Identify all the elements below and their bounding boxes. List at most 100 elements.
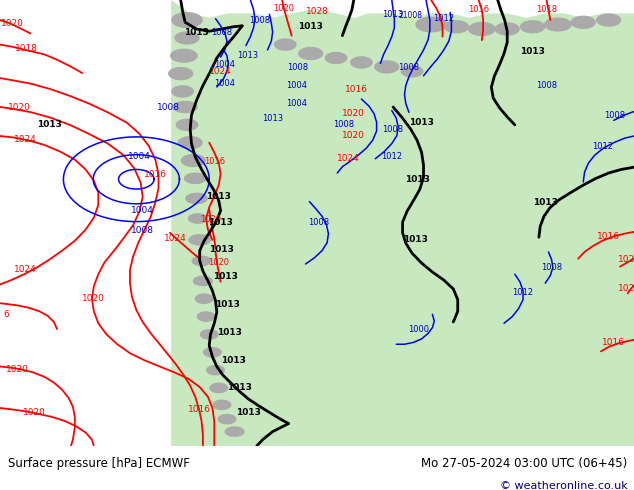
Text: 1013: 1013 bbox=[208, 219, 233, 227]
Text: 1008: 1008 bbox=[333, 121, 354, 129]
Text: 1028: 1028 bbox=[306, 7, 328, 16]
Text: 1013: 1013 bbox=[184, 27, 209, 37]
Polygon shape bbox=[188, 234, 211, 245]
Polygon shape bbox=[171, 0, 634, 446]
Text: 1013: 1013 bbox=[217, 328, 242, 337]
Polygon shape bbox=[176, 119, 198, 131]
Text: 1016: 1016 bbox=[468, 5, 489, 14]
Text: 1018: 1018 bbox=[15, 44, 38, 52]
Text: 1004: 1004 bbox=[286, 99, 307, 108]
Polygon shape bbox=[171, 12, 203, 28]
Polygon shape bbox=[168, 67, 193, 80]
Text: 1013: 1013 bbox=[382, 10, 404, 19]
Text: 1008: 1008 bbox=[307, 218, 329, 226]
Text: 1012: 1012 bbox=[433, 14, 455, 23]
Text: 1004: 1004 bbox=[214, 60, 236, 69]
Text: 1024: 1024 bbox=[164, 234, 186, 243]
Text: 1016: 1016 bbox=[345, 85, 368, 94]
Polygon shape bbox=[350, 56, 373, 69]
Polygon shape bbox=[325, 52, 347, 64]
Text: 1013: 1013 bbox=[37, 121, 62, 129]
Polygon shape bbox=[415, 17, 447, 32]
Text: 1024: 1024 bbox=[618, 284, 634, 294]
Text: 1013: 1013 bbox=[262, 114, 283, 122]
Polygon shape bbox=[178, 136, 203, 149]
Text: 1016: 1016 bbox=[188, 405, 211, 414]
Text: 1008: 1008 bbox=[249, 16, 271, 24]
Text: 1013: 1013 bbox=[209, 245, 235, 254]
Polygon shape bbox=[195, 294, 214, 304]
Polygon shape bbox=[544, 18, 572, 32]
Polygon shape bbox=[172, 101, 198, 113]
Text: 1013: 1013 bbox=[212, 272, 238, 281]
Polygon shape bbox=[571, 16, 596, 29]
Polygon shape bbox=[401, 65, 424, 77]
Polygon shape bbox=[209, 383, 228, 393]
Text: 1008: 1008 bbox=[398, 63, 420, 73]
Text: 1013: 1013 bbox=[221, 356, 246, 365]
Polygon shape bbox=[520, 20, 545, 33]
Polygon shape bbox=[171, 85, 194, 98]
Text: 1013: 1013 bbox=[236, 51, 258, 60]
Text: 1020: 1020 bbox=[200, 215, 221, 224]
Polygon shape bbox=[181, 154, 206, 167]
Text: 1012: 1012 bbox=[381, 152, 403, 162]
Polygon shape bbox=[444, 20, 469, 33]
Polygon shape bbox=[596, 13, 621, 27]
Text: 1008: 1008 bbox=[541, 263, 562, 272]
Text: 1013: 1013 bbox=[227, 383, 252, 392]
Text: 1013: 1013 bbox=[214, 299, 240, 309]
Polygon shape bbox=[184, 172, 207, 184]
Text: 1008: 1008 bbox=[604, 111, 626, 120]
Polygon shape bbox=[298, 47, 323, 60]
Polygon shape bbox=[200, 329, 219, 340]
Text: 1024: 1024 bbox=[14, 135, 37, 144]
Polygon shape bbox=[197, 311, 216, 322]
Text: 1008: 1008 bbox=[157, 102, 179, 112]
Text: 1013: 1013 bbox=[403, 235, 428, 245]
Polygon shape bbox=[185, 193, 208, 204]
Text: 1024: 1024 bbox=[209, 67, 232, 76]
Text: 1020: 1020 bbox=[342, 131, 365, 141]
Text: 1013: 1013 bbox=[409, 118, 434, 127]
Text: 1018: 1018 bbox=[536, 5, 557, 14]
Polygon shape bbox=[374, 60, 399, 74]
Polygon shape bbox=[206, 365, 225, 375]
Text: 1004: 1004 bbox=[214, 79, 236, 88]
Text: 1024: 1024 bbox=[14, 265, 37, 274]
Polygon shape bbox=[193, 275, 213, 286]
Text: 1020: 1020 bbox=[342, 109, 365, 118]
Text: 1013: 1013 bbox=[520, 47, 545, 56]
Text: 1012: 1012 bbox=[512, 288, 534, 296]
Text: 1020: 1020 bbox=[207, 258, 229, 267]
Text: © weatheronline.co.uk: © weatheronline.co.uk bbox=[500, 481, 628, 490]
Text: 1013: 1013 bbox=[533, 198, 558, 207]
Polygon shape bbox=[212, 399, 231, 410]
Text: 1020: 1020 bbox=[8, 103, 30, 112]
Polygon shape bbox=[274, 38, 297, 51]
Text: 1016: 1016 bbox=[204, 157, 225, 166]
Text: 1020: 1020 bbox=[82, 294, 105, 303]
Text: Mo 27-05-2024 03:00 UTC (06+45): Mo 27-05-2024 03:00 UTC (06+45) bbox=[422, 457, 628, 470]
Text: 1020: 1020 bbox=[23, 408, 46, 417]
Text: 1020: 1020 bbox=[6, 365, 29, 374]
Text: 1004: 1004 bbox=[131, 206, 154, 215]
Text: 1013: 1013 bbox=[298, 22, 323, 31]
Text: 1012: 1012 bbox=[592, 142, 613, 151]
Text: 1008: 1008 bbox=[382, 125, 404, 134]
Text: 1013: 1013 bbox=[236, 408, 261, 417]
Text: 1020: 1020 bbox=[1, 19, 24, 28]
Text: 1016: 1016 bbox=[144, 171, 167, 179]
Polygon shape bbox=[203, 347, 222, 358]
Text: 1024: 1024 bbox=[337, 154, 360, 163]
Text: 1013: 1013 bbox=[206, 192, 231, 201]
Text: 1020: 1020 bbox=[273, 4, 295, 13]
Polygon shape bbox=[224, 426, 245, 437]
Text: 1016: 1016 bbox=[597, 232, 620, 241]
Polygon shape bbox=[188, 213, 208, 224]
Polygon shape bbox=[191, 255, 212, 266]
Polygon shape bbox=[468, 22, 496, 36]
Text: 6: 6 bbox=[3, 310, 10, 319]
Text: 1016: 1016 bbox=[602, 338, 625, 347]
Text: 1008: 1008 bbox=[131, 226, 154, 235]
